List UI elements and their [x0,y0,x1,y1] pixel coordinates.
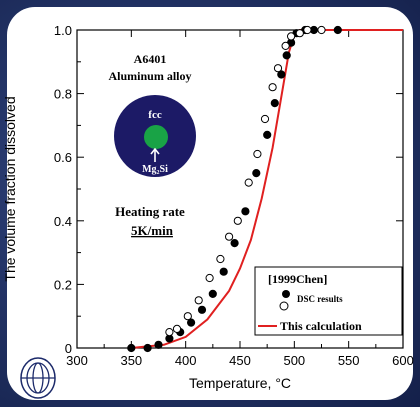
legend-dsc-label: DSC results [297,294,343,304]
y-tick-label-1: 0.2 [54,277,72,292]
material-line1: A6401 [134,52,167,66]
dsc-open-point-4 [205,273,214,283]
legend-filled-marker [282,290,290,298]
y-tick-label-2: 0.4 [54,214,72,229]
dsc-open-point-9 [253,149,262,159]
arrow-up-icon [150,147,160,162]
dsc-filled-point-6 [197,305,207,314]
y-tick-label-0: 0 [65,341,72,356]
dsc-filled-point-10 [241,207,250,216]
material-line2: Aluminum alloy [108,69,191,83]
x-tick-label-0: 300 [66,353,88,368]
legend-header: [1999Chen] [268,272,327,286]
dsc-open-point-17 [317,25,326,35]
dsc-open-point-11 [268,83,277,92]
dsc-filled-point-5 [187,318,196,327]
dsc-filled-point-9 [230,239,239,248]
legend-box [254,266,403,336]
legend-calc-label: This calculation [280,319,362,333]
dsc-open-point-0 [165,328,174,337]
logo-icon [20,357,56,399]
axes-layer: 300 350 400 450 500 550 600 0 0.2 0.4 0.6 0.8 1.0 [54,23,414,368]
x-tick-label-4: 500 [283,353,305,368]
dsc-open-point-5 [216,254,225,264]
fcc-label: fcc [148,109,162,121]
dsc-open-point-12 [273,64,283,73]
x-tick-label-6: 600 [392,353,414,368]
heating-rate-label: Heating rate [115,204,185,219]
legend-open-marker [279,301,289,311]
dsc-filled-point-12 [263,130,272,139]
dsc-open-point-13 [281,41,290,51]
dsc-open-point-8 [244,178,253,187]
dsc-open-point-10 [260,114,270,124]
dsc-open-point-6 [225,232,234,241]
dsc-filled-point-2 [154,340,163,349]
points-layer [127,25,342,353]
y-tick-label-4: 0.8 [54,87,72,102]
dsc-open-point-2 [183,312,192,321]
heating-rate-value: 5K/min [131,223,174,238]
x-tick-label-2: 400 [175,353,197,368]
x-tick-label-5: 550 [338,353,360,368]
dsc-filled-point-14 [277,70,286,79]
dsc-filled-point-13 [270,99,279,108]
dsc-open-point-14 [287,32,296,41]
y-tick-label-5: 1.0 [54,23,72,38]
dsc-open-point-7 [233,216,242,225]
dsc-open-point-15 [295,29,304,38]
y-axis-title: The volume fraction dissolved [2,96,18,281]
dsc-filled-point-0 [127,343,136,353]
legend: [1999Chen] DSC results This calculation [254,266,403,336]
mg2si-particle [144,125,168,149]
dsc-open-point-16 [303,25,312,35]
x-tick-label-3: 450 [229,353,251,368]
dsc-filled-point-1 [143,343,152,353]
dsc-filled-point-7 [208,289,217,298]
mg2si-label: Mg₂Si [142,164,168,175]
y-tick-label-3: 0.6 [54,150,72,165]
x-tick-label-1: 350 [120,353,142,368]
dsc-filled-point-20 [333,25,342,35]
x-axis-title: Temperature, °C [189,375,291,391]
dsc-open-point-3 [194,296,203,305]
dsc-filled-point-8 [219,267,228,276]
dsc-filled-point-11 [252,169,261,178]
dsc-open-point-1 [172,324,182,333]
dsc-filled-point-15 [282,51,291,60]
